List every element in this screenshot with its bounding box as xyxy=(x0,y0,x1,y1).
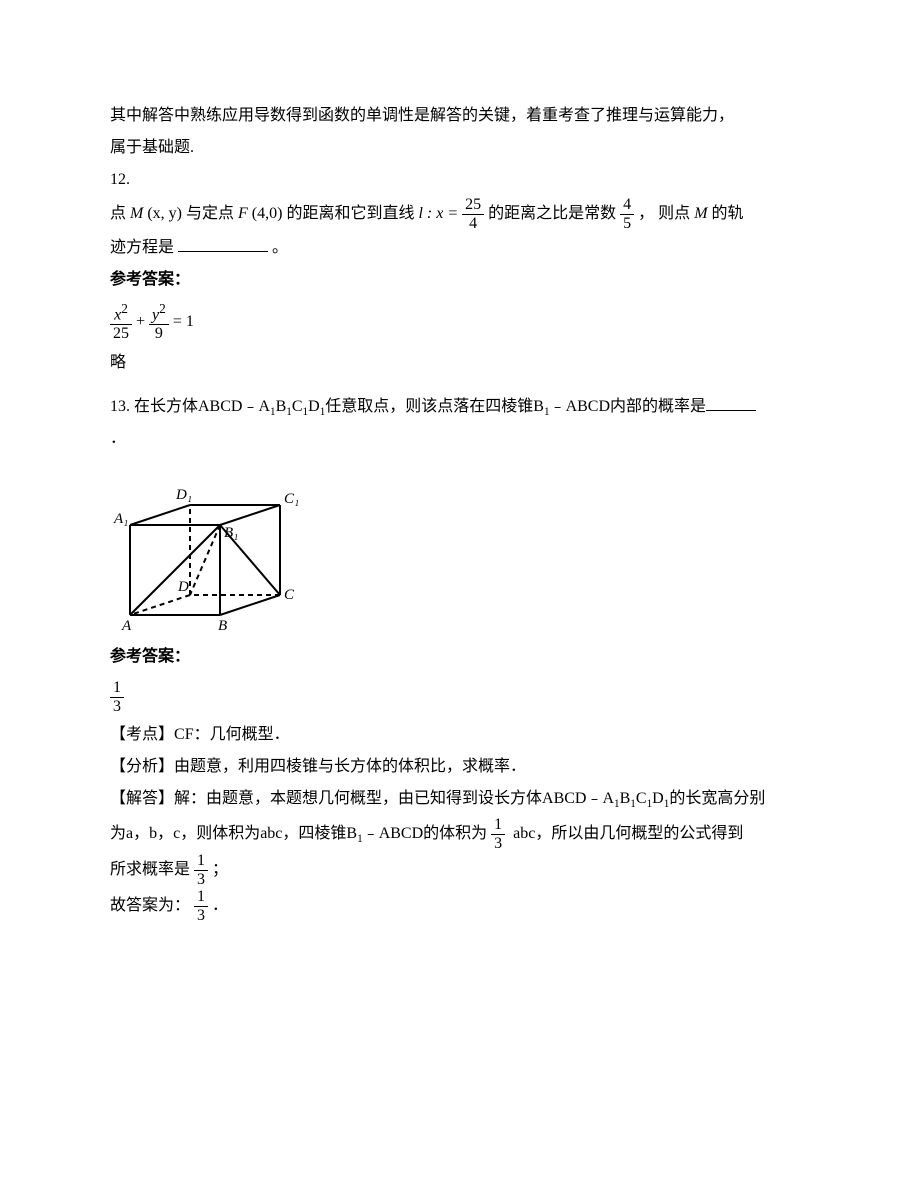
q13-frac3: 1 3 xyxy=(491,816,505,852)
q13-frac5-num: 1 xyxy=(194,888,208,906)
q12-line-den: 4 xyxy=(462,214,484,233)
q12-ratio-frac: 4 5 xyxy=(620,196,634,232)
label-C1: C₁ xyxy=(284,491,299,507)
q13-stem-b: B xyxy=(276,398,287,415)
q12-ellipse-frac2: y2 9 xyxy=(149,302,169,343)
q13-frac4-num: 1 xyxy=(194,852,208,870)
q13-frac-ans: 1 3 xyxy=(110,679,124,715)
label-B1: B₁ xyxy=(224,525,238,541)
q12-stem-line-1: 点 M (x, y) 与定点 F (4,0) 的距离和它到直线 l : x = … xyxy=(110,196,810,232)
q13-topic-text: CF：几何概型． xyxy=(174,726,290,743)
q12-ellipse-eq: x2 25 + y2 9 = 1 xyxy=(110,302,810,343)
q13-solve-line2a: 为a，b，c，则体积为abc，四棱锥B xyxy=(110,825,357,842)
q13-number: 13. xyxy=(110,398,130,415)
q12-M2: M xyxy=(694,205,707,222)
q12-F-args: (4,0) xyxy=(252,205,283,222)
q13-solve-label: 【解答】 xyxy=(110,790,174,807)
q12-then-point: 则点 xyxy=(658,205,690,222)
q13-solve-line-2: 为a，b，c，则体积为abc，四棱锥B 1﹣ABCD的体积为 1 3 abc，所以… xyxy=(110,816,810,852)
label-A: A xyxy=(121,618,132,634)
q13-final-a: 故答案为： xyxy=(110,897,190,914)
q12-ratio-den: 5 xyxy=(620,214,634,233)
q13-stem-a: 在长方体ABCD﹣A xyxy=(134,398,270,415)
q13-solve-a: 解：由题意，本题想几何概型，由已知得到设长方体ABCD﹣A xyxy=(174,790,614,807)
q12-pre-point: 点 xyxy=(110,205,126,222)
q12-F: F xyxy=(238,205,248,222)
label-D: D xyxy=(177,579,189,595)
q12-dist-line: 的距离和它到直线 xyxy=(286,205,414,222)
q12-ellipse-frac1: x2 25 xyxy=(110,302,132,343)
q13-frac5: 1 3 xyxy=(194,888,208,924)
q12-ellipse-den2: 9 xyxy=(149,324,169,343)
q13-ans-num: 1 xyxy=(110,679,124,697)
q12-plus: + xyxy=(136,313,145,330)
q12-ratio-num: 4 xyxy=(620,196,634,214)
q13-stem-d: D xyxy=(308,398,320,415)
q13-stem-line-1: 13. 在长方体ABCD﹣A1B1C1D1任意取点，则该点落在四棱锥B1﹣ABC… xyxy=(110,391,810,424)
document-page: 其中解答中熟练应用导数得到函数的单调性是解答的关键，着重考查了推理与运算能力， … xyxy=(0,0,920,1191)
q13-analysis: 【分析】由题意，利用四棱锥与长方体的体积比，求概率． xyxy=(110,751,810,783)
q12-y-sup: 2 xyxy=(159,301,166,316)
q13-stem-f: ﹣ABCD内部的概率是 xyxy=(550,398,706,415)
q13-period3: ． xyxy=(212,897,228,914)
q13-frac3-num: 1 xyxy=(491,816,505,834)
intro-line-2: 属于基础题. xyxy=(110,132,810,164)
q13-ans-den: 3 xyxy=(110,697,124,716)
q12-with-fixed: 与定点 xyxy=(186,205,234,222)
q13-blank xyxy=(706,395,756,410)
intro-line-1: 其中解答中熟练应用导数得到函数的单调性是解答的关键，着重考查了推理与运算能力， xyxy=(110,100,810,132)
q12-comma: ， xyxy=(638,205,654,222)
q12-number: 12. xyxy=(110,164,810,196)
q13-solve-line-3: 所求概率是 1 3 ； xyxy=(110,852,810,888)
label-D1: D₁ xyxy=(175,487,192,503)
q12-eq1: = 1 xyxy=(173,313,194,330)
q13-analysis-text: 由题意，利用四棱锥与长方体的体积比，求概率． xyxy=(174,758,526,775)
q13-stem-line-2: ． xyxy=(110,423,810,455)
q13-frac3-den: 3 xyxy=(491,834,505,853)
q12-ellipse-num1: x2 xyxy=(110,302,132,324)
q13-answer-label: 参考答案： xyxy=(110,641,810,673)
q12-line-num: 25 xyxy=(462,196,484,214)
q13-frac4-den: 3 xyxy=(194,870,208,889)
q12-blank xyxy=(178,237,268,252)
q12-traj-eq-is: 迹方程是 xyxy=(110,239,174,256)
spacer xyxy=(110,379,810,391)
q12-M: M xyxy=(130,205,143,222)
q13-semicolon: ； xyxy=(212,861,228,878)
q13-stem-e: 任意取点，则该点落在四棱锥B xyxy=(325,398,544,415)
q12-line-frac: 25 4 xyxy=(462,196,484,232)
q13-solve-b: B xyxy=(620,790,631,807)
q13-frac4: 1 3 xyxy=(194,852,208,888)
q12-stem-line-2: 迹方程是 。 xyxy=(110,232,810,264)
q12-line-label: l : x = xyxy=(418,205,458,222)
q13-solve-c: C xyxy=(636,790,647,807)
q12-ellipse-num2: y2 xyxy=(149,302,169,324)
q12-omit: 略 xyxy=(110,347,810,379)
q12-answer-label: 参考答案： xyxy=(110,264,810,296)
q13-solve-line-1: 【解答】解：由题意，本题想几何概型，由已知得到设长方体ABCD﹣A1B1C1D1… xyxy=(110,783,810,816)
q13-solve-line2b: ﹣ABCD的体积为 xyxy=(363,825,487,842)
q13-frac5-den: 3 xyxy=(194,906,208,925)
q13-final: 故答案为： 1 3 ． xyxy=(110,888,810,924)
q12-ellipse-den1: 25 xyxy=(110,324,132,343)
q13-solve-e: 的长宽高分别 xyxy=(669,790,765,807)
q12-of-traj: 的轨 xyxy=(712,205,744,222)
q13-topic-label: 【考点】 xyxy=(110,726,174,743)
q12-xy: (x, y) xyxy=(147,205,182,222)
q12-ratio-text: 的距离之比是常数 xyxy=(488,205,616,222)
q12-line-eq: l : x = 25 4 xyxy=(418,196,484,232)
label-C: C xyxy=(284,587,295,603)
q13-solve-line3a: 所求概率是 xyxy=(110,861,190,878)
cuboid-diagram: A B C D A₁ B₁ C₁ D₁ xyxy=(110,465,810,635)
q13-answer-frac: 1 3 xyxy=(110,679,810,715)
q13-stem-c: C xyxy=(292,398,303,415)
q12-period: 。 xyxy=(272,239,288,256)
label-A1: A₁ xyxy=(113,511,128,527)
q13-solve-line2c: abc，所以由几何概型的公式得到 xyxy=(513,825,743,842)
q13-analysis-label: 【分析】 xyxy=(110,758,174,775)
label-B: B xyxy=(218,618,227,634)
q12-x-sup: 2 xyxy=(121,301,128,316)
q13-topic: 【考点】CF：几何概型． xyxy=(110,719,810,751)
q13-solve-d: D xyxy=(652,790,664,807)
